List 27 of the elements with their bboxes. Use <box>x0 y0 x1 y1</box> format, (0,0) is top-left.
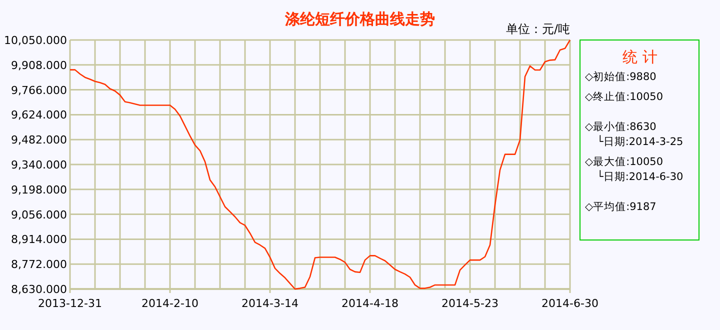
y-tick-label: 9,056.000 <box>11 208 67 222</box>
text: └日期:2014-6-30 <box>597 170 684 183</box>
y-tick-label: 8,772.000 <box>11 258 67 272</box>
text: 统 计 <box>622 48 658 66</box>
y-tick-label: 8,630.000 <box>11 283 67 296</box>
y-tick-label: 9,624.000 <box>11 108 67 122</box>
y-tick-label: 9,482.000 <box>11 134 67 147</box>
text: ◇最小值:8630 <box>585 120 656 133</box>
text: ◇初始值:9880 <box>585 70 656 83</box>
text: ◇最大值:10050 <box>585 155 664 168</box>
x-tick-label: 2014-4-18 <box>342 297 398 310</box>
x-tick-label: 2013-12-31 <box>38 297 102 310</box>
x-tick-label: 2014-5-23 <box>442 297 498 310</box>
text: ◇平均值:9187 <box>585 201 656 213</box>
y-tick-label: 9,908.000 <box>11 58 67 72</box>
y-tick-label: 9,766.000 <box>11 84 67 97</box>
y-tick-label: 8,914.000 <box>11 233 67 246</box>
y-axis-title: 单位：元/吨 <box>506 22 570 36</box>
y-tick-label: 9,340.000 <box>11 158 67 172</box>
x-tick-label: 2014-3-14 <box>242 297 298 310</box>
text: └日期:2014-3-25 <box>597 135 684 148</box>
y-tick-label: 10,050.000 <box>4 34 67 47</box>
text: ◇终止值:10050 <box>585 90 664 103</box>
x-tick-label: 2014-2-10 <box>142 297 198 310</box>
x-tick-label: 2014-6-30 <box>542 297 598 310</box>
y-tick-label: 9,198.000 <box>11 183 67 196</box>
chart-title: 涤纶短纤价格曲线走势 <box>284 10 435 28</box>
